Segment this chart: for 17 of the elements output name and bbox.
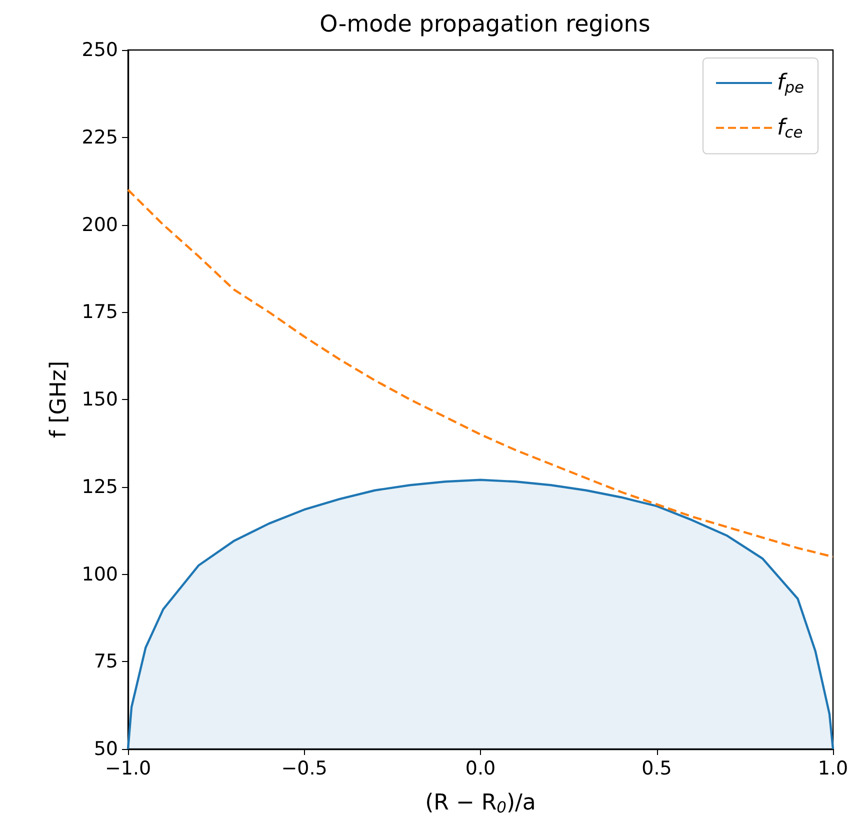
y-tick-label: 100: [82, 563, 118, 586]
x-tick-label: −0.5: [281, 758, 328, 780]
y-axis-title: f [GHz]: [46, 360, 72, 438]
x-tick-label: 1.0: [818, 758, 848, 780]
y-tick-label: 200: [82, 214, 118, 236]
x-tick-label: −1.0: [104, 758, 152, 780]
y-tick-label: 175: [82, 301, 118, 324]
x-tick-label: 0.0: [465, 758, 496, 780]
x-tick-label: 0.5: [642, 758, 672, 780]
y-tick-label: 50: [94, 738, 118, 760]
line-series: [126, 188, 834, 558]
y-tick-label: 250: [82, 39, 118, 61]
y-tick-label: 225: [82, 126, 118, 148]
y-tick-label: 125: [82, 476, 118, 498]
y-tick-label: 75: [94, 650, 118, 673]
y-tick-label: 150: [82, 388, 118, 410]
chart-title: O-mode propagation regions: [320, 12, 650, 38]
